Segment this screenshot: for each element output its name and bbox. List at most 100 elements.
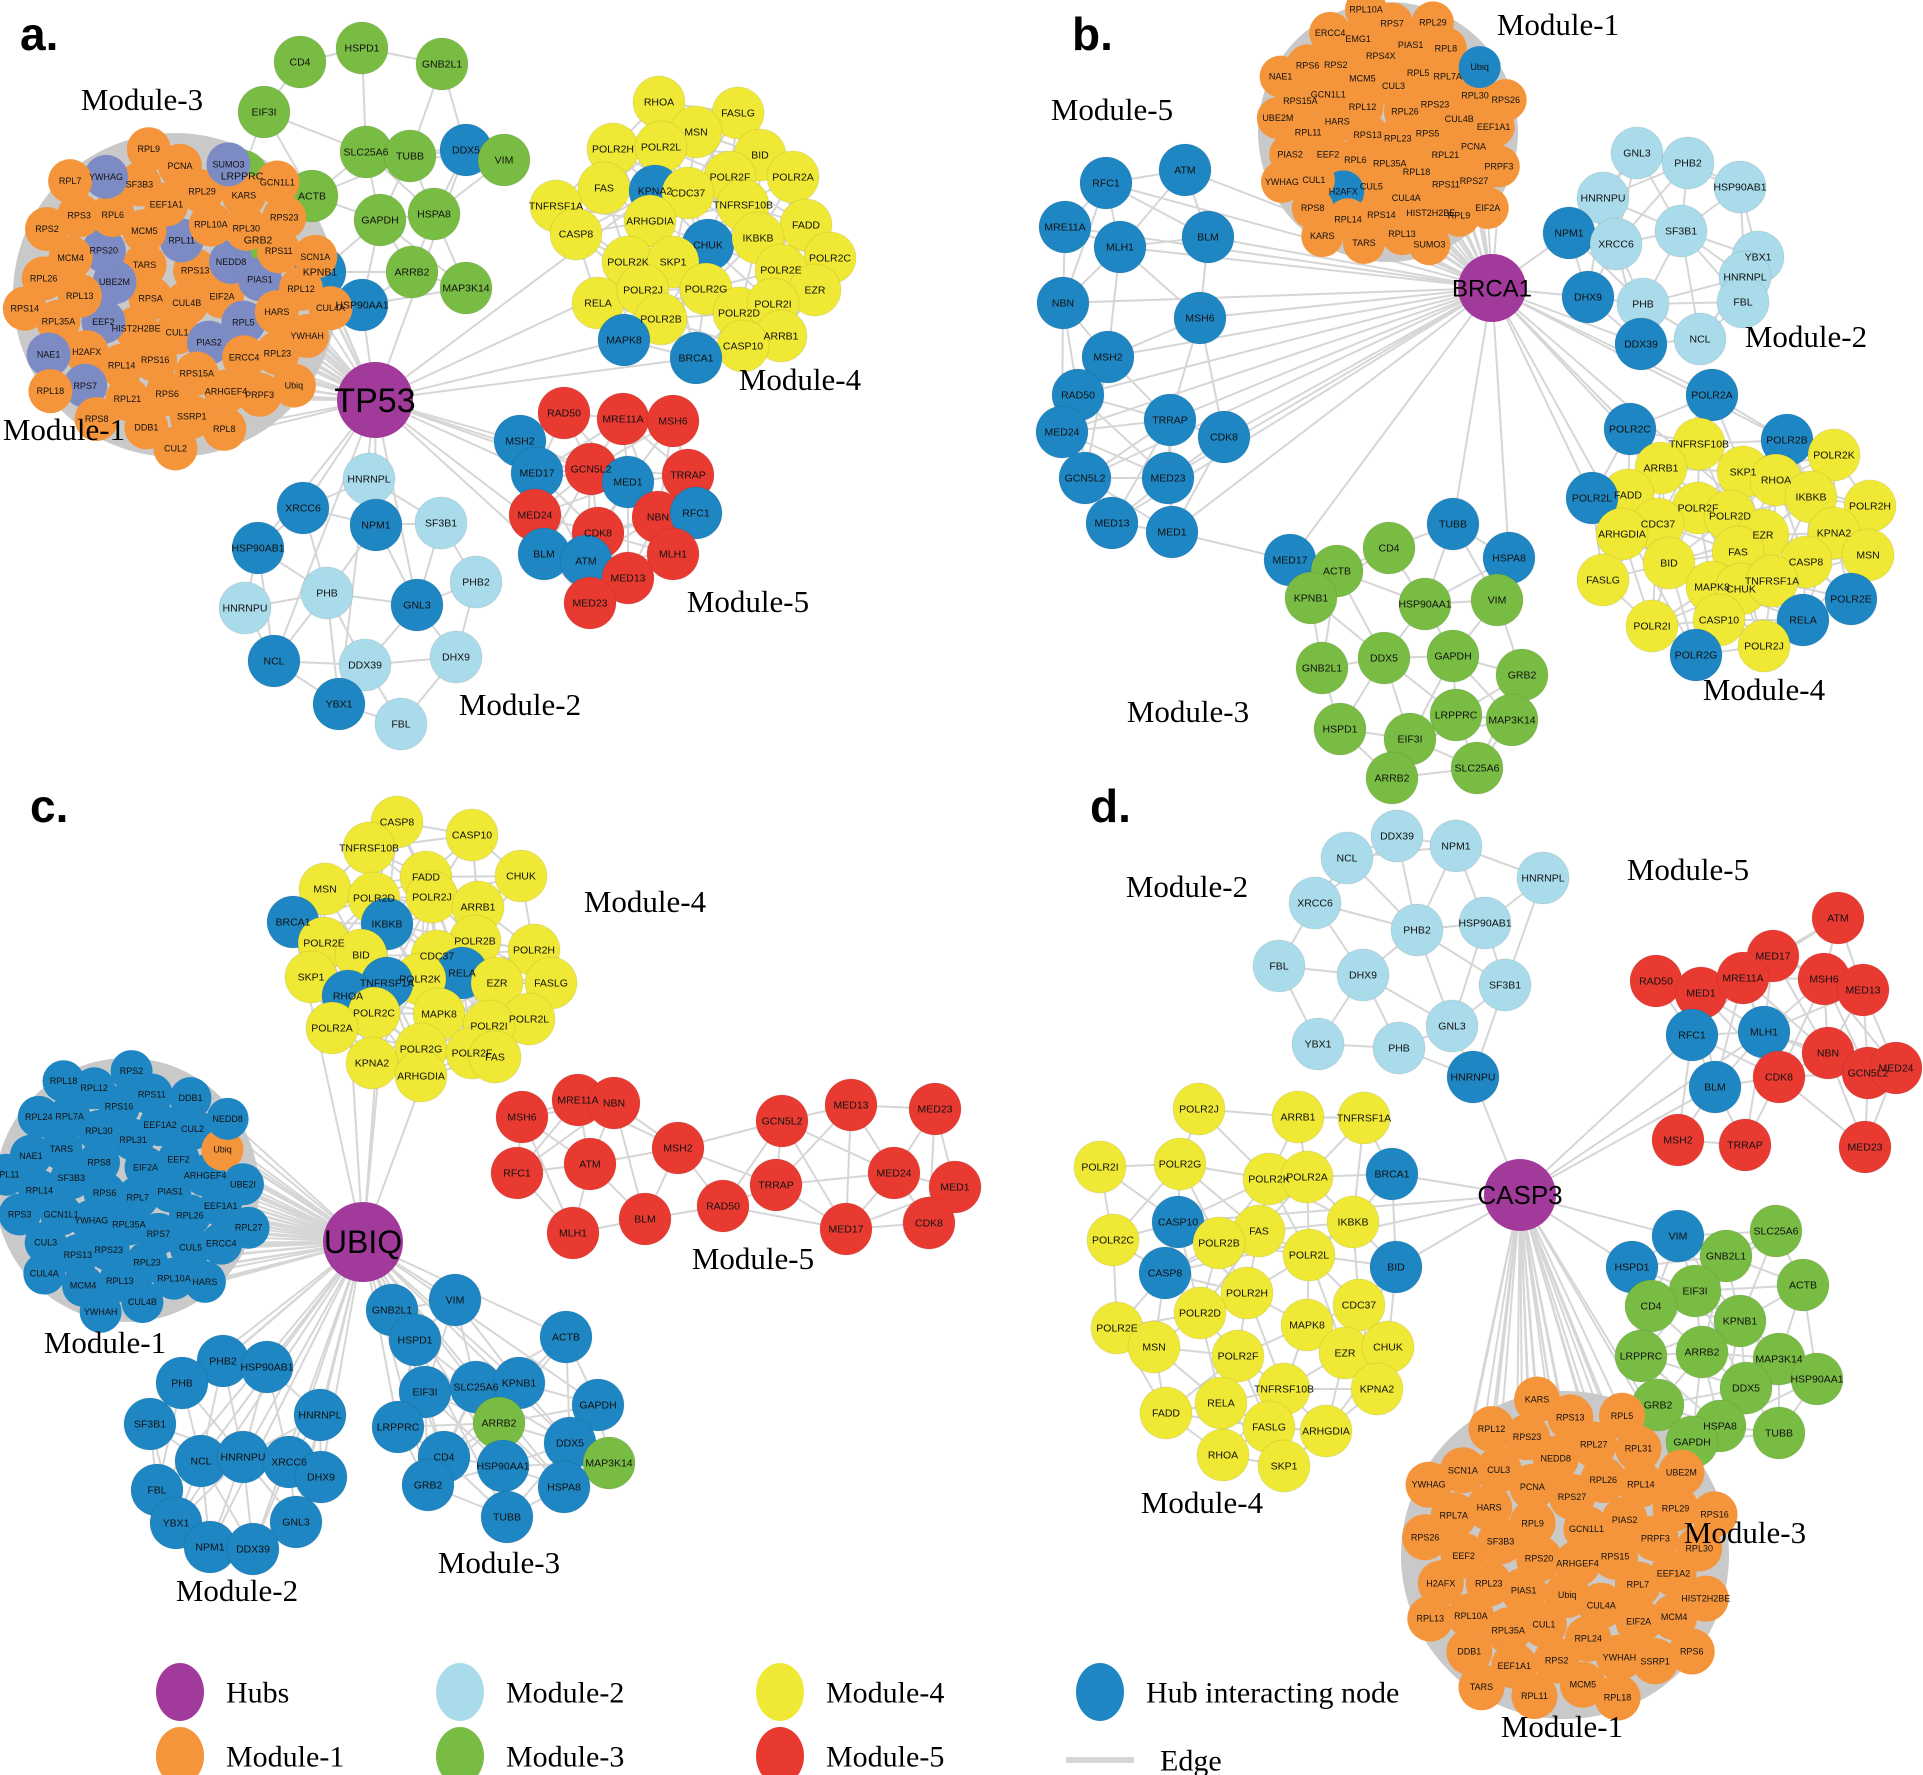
node-label-RHOA: RHOA (1208, 1450, 1238, 1462)
node-label-RPS23: RPS23 (270, 213, 299, 223)
node-label-RPS6: RPS6 (1296, 60, 1320, 70)
node-ARHGEF4 (203, 369, 248, 414)
node-label-POLR2H: POLR2H (1226, 1288, 1268, 1300)
node-FBL (1252, 939, 1306, 993)
node-label-ARHGDIA: ARHGDIA (626, 216, 674, 228)
node-RHOA (1196, 1428, 1250, 1482)
node-label-MSH2: MSH2 (663, 1143, 692, 1155)
node-MAP3K14 (1485, 693, 1539, 747)
node-label-NBN: NBN (603, 1098, 625, 1110)
node-RPL5 (1598, 1392, 1645, 1439)
panel-b: RFC1 ATM MRE11A MLH1 BLM NBN MSH6 MSH2 RAD50 MED2… (1035, 0, 1897, 805)
node-label-RHOA: RHOA (1761, 475, 1791, 487)
node-label-CUL4B: CUL4B (128, 1297, 157, 1307)
node-NCL (247, 634, 301, 688)
node-label-FADD: FADD (1152, 1408, 1180, 1420)
node-label-POLR2A: POLR2A (772, 172, 813, 184)
node-label-EZR: EZR (487, 978, 508, 990)
legend-label-Edge: Edge (1160, 1745, 1222, 1775)
node-label-ARHGDIA: ARHGDIA (397, 1071, 445, 1083)
node-label-SKP1: SKP1 (660, 257, 687, 269)
node-label-GNB2L1: GNB2L1 (1302, 663, 1342, 675)
node-label-HARS: HARS (1477, 1503, 1502, 1513)
panel-c: CASP8 CASP10 TNFRSF10B FADD CHUK MSN POLR2D POL… (0, 780, 982, 1608)
node-label-RPL23: RPL23 (1475, 1579, 1503, 1589)
node-YBX1 (1291, 1017, 1345, 1071)
node-RPS16 (1691, 1491, 1738, 1538)
node-EIF2A (1466, 187, 1509, 230)
node-RPL11 (0, 1153, 28, 1196)
node-LRPPRC (371, 1400, 425, 1454)
hub-label-UBIQ: UBIQ (324, 1224, 402, 1260)
node-DDX39 (226, 1522, 280, 1576)
node-ARRB2 (385, 245, 439, 299)
node-RPL18 (28, 369, 73, 414)
node-label-RHOA: RHOA (644, 97, 674, 109)
node-label-EIF2A: EIF2A (1626, 1616, 1651, 1626)
node-label-EEF2: EEF2 (167, 1155, 190, 1165)
node-label-EIF2A: EIF2A (133, 1162, 158, 1172)
node-ARRB1 (1271, 1090, 1325, 1144)
node-Ubiq (1458, 46, 1501, 89)
node-CDK8 (1752, 1050, 1806, 1104)
node-label-YWHAG: YWHAG (74, 1216, 108, 1226)
panel-a: CD4 HSPD1 GNB2L1 EIF3I SLC25A6 TUBB DDX5 VIM LRP… (2, 8, 862, 751)
node-label-NPM1: NPM1 (1554, 228, 1583, 240)
node-label-RPL31: RPL31 (1625, 1444, 1653, 1454)
node-MRE11A (1038, 200, 1092, 254)
node-label-RPL8: RPL8 (213, 424, 236, 434)
node-TUBB (1752, 1406, 1806, 1460)
node-label-GAPDH: GAPDH (361, 215, 398, 227)
node-label-RPL12: RPL12 (1349, 102, 1377, 112)
node-CUL2 (153, 426, 198, 471)
module-label-Module-2: Module-2 (176, 1573, 298, 1608)
node-HSP90AB1 (240, 1340, 294, 1394)
node-SLC25A6 (1749, 1204, 1803, 1258)
node-label-HSPA8: HSPA8 (1492, 553, 1526, 565)
node-RPL10A (152, 1257, 195, 1300)
node-label-KPNB1: KPNB1 (502, 1378, 537, 1390)
node-POLR2E (1824, 572, 1878, 626)
node-label-XRCC6: XRCC6 (1598, 239, 1634, 251)
node-label-RPS3: RPS3 (67, 211, 91, 221)
node-label-FASLG: FASLG (534, 978, 568, 990)
node-label-DDX5: DDX5 (452, 145, 480, 157)
node-label-CASP8: CASP8 (1789, 557, 1824, 569)
node-label-RPS14: RPS14 (1367, 210, 1396, 220)
node-HSP90AB1 (1713, 160, 1767, 214)
node-label-EEF2: EEF2 (92, 317, 115, 327)
node-GCN1L1 (255, 160, 300, 205)
node-FBL (374, 697, 428, 751)
node-RPL35A (36, 299, 81, 344)
node-label-MSN: MSN (684, 127, 707, 139)
node-POLR2I (1073, 1140, 1127, 1194)
panel-letter: d. (1090, 780, 1131, 832)
node-label-HSP90AA1: HSP90AA1 (476, 1461, 529, 1473)
node-label-FADD: FADD (1614, 490, 1642, 502)
node-CDK8 (1197, 410, 1251, 464)
node-label-RPL11: RPL11 (1295, 128, 1322, 138)
node-label-TUBB: TUBB (396, 151, 424, 163)
node-label-POLR2K: POLR2K (607, 257, 648, 269)
node-MAP3K14 (439, 261, 493, 315)
node-label-CASP8: CASP8 (1148, 1268, 1183, 1280)
node-label-MED24: MED24 (876, 1168, 911, 1180)
labels: RFC1 ATM MRE11A MLH1 BLM NBN MSH6 MSH2 RAD50 MED2… (1044, 5, 1891, 785)
node-label-GCN5L2: GCN5L2 (1065, 473, 1106, 485)
node-label-NPM1: NPM1 (195, 1542, 224, 1554)
node-label-ACTB: ACTB (552, 1332, 580, 1344)
node-label-RPS2: RPS2 (1324, 60, 1348, 70)
node-label-GRB2: GRB2 (1508, 670, 1537, 682)
node-label-RPL9: RPL9 (1521, 1518, 1544, 1528)
node-SF3B3 (117, 162, 162, 207)
node-label-DDB1: DDB1 (178, 1093, 202, 1103)
node-label-MED24: MED24 (1044, 427, 1079, 439)
node-PHB2 (1390, 903, 1444, 957)
node-label-ARHGEF4: ARHGEF4 (1556, 1559, 1599, 1569)
node-label-FAS: FAS (1249, 1226, 1269, 1238)
module-label-Module-2: Module-2 (1745, 319, 1867, 354)
node-label-RPL23: RPL23 (133, 1257, 161, 1267)
node-label-ACTB: ACTB (298, 191, 326, 203)
node-GNL3 (1425, 999, 1479, 1053)
node-BRCA1 (669, 331, 723, 385)
